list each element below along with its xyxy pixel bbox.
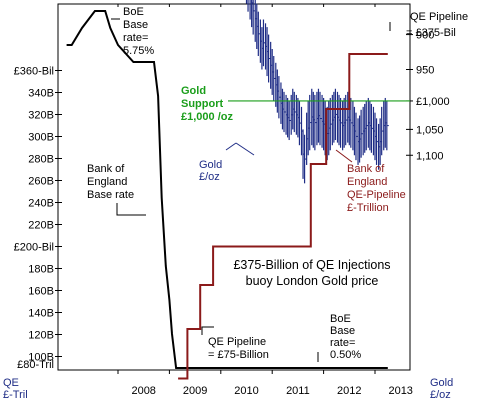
boe-rate-mid-label-line-1: Bank of xyxy=(87,163,125,175)
left-tick-label: 160B xyxy=(28,286,54,298)
right-tick-label: 900 xyxy=(416,30,434,42)
boe-base-rate-line xyxy=(66,10,388,369)
left-floor-label: £80-Tril xyxy=(17,359,54,371)
plot-frame xyxy=(57,3,411,371)
qe-pipeline-line xyxy=(178,53,388,380)
right-tick-label: 850 xyxy=(416,0,434,3)
left-tick-label: £360-Bil xyxy=(14,66,54,78)
boe-rate-bottom-label-line-2: Base xyxy=(330,325,355,337)
boe-rate-bottom-label-line-4: 0.50% xyxy=(330,349,361,361)
left-tick-label: 140B xyxy=(28,308,54,320)
gold-series-label-line-1: Gold xyxy=(199,159,222,171)
qe-pipeline-bottom-label-line-2: = £75-Billion xyxy=(208,349,269,361)
qe-pipeline-mid-label-line-3: QE-Pipeline xyxy=(347,189,406,201)
left-tick-label: 180B xyxy=(28,264,54,276)
gold-series-leader xyxy=(225,142,237,151)
boe-rate-mid-leader xyxy=(116,203,146,216)
x-tick-label: 2012 xyxy=(337,385,361,397)
gold-series-leader-2 xyxy=(235,142,255,156)
x-tick-label: 2009 xyxy=(183,385,207,397)
left-tick-label: 100B xyxy=(28,352,54,364)
left-tick-label: 120B xyxy=(28,330,54,342)
left-tick-label: £200-Bil xyxy=(14,242,54,254)
qe-pipeline-top-label-2: = £375-Bil xyxy=(406,27,456,39)
x-tick-label: 2010 xyxy=(234,385,258,397)
x-tick-label: 2008 xyxy=(131,385,155,397)
boe-rate-bottom-label-line-1: BoE xyxy=(330,313,351,325)
qe-pipeline-mid-label-line-4: £-Trillion xyxy=(347,202,389,214)
chart-title-line-2: buoy London Gold price xyxy=(246,274,379,288)
left-tick-label: 340B xyxy=(28,88,54,100)
right-tick-label: 1,050 xyxy=(416,124,444,136)
right-axis-label-line-1: Gold xyxy=(430,377,453,389)
gold-support-label-line-2: Support xyxy=(181,98,223,110)
x-tick-label: 2013 xyxy=(388,385,412,397)
gold-support-label-line-1: Gold xyxy=(181,85,206,97)
left-tick-label: 220B xyxy=(28,220,54,232)
boe-rate-top-label-line-3: rate= xyxy=(123,32,148,44)
qe-pipeline-bottom-label-line-1: QE Pipeline xyxy=(208,336,266,348)
axes: 100B 120B 140B 160B 180B £200-Bil 220B 240B 260B… xyxy=(3,0,453,401)
left-axis-label-line-2: £-Tril xyxy=(3,389,28,401)
chart-title-line-1: £375-Billion of QE Injections xyxy=(233,258,390,272)
qe-pipeline-bottom-leader xyxy=(201,326,214,335)
left-tick-label: 280B xyxy=(28,154,54,166)
qe-pipeline-mid-label-line-2: England xyxy=(347,176,387,188)
left-axis-label-line-1: QE xyxy=(3,377,19,389)
right-tick-label: £1,000 xyxy=(416,96,450,108)
gold-series-label-line-2: £/oz xyxy=(199,171,220,183)
boe-rate-bottom-label-line-3: rate= xyxy=(330,337,355,349)
gold-series xyxy=(245,0,389,184)
boe-rate-top-label-line-1: BoE xyxy=(123,6,144,18)
gold-support-value: £1,000 /oz xyxy=(181,111,233,123)
boe-rate-mid-label-line-2: England xyxy=(87,176,127,188)
qe-pipeline-top-label-1: QE Pipeline xyxy=(410,11,468,23)
qe-pipeline-mid-leader xyxy=(335,149,353,163)
left-tick-label: 300B xyxy=(28,132,54,144)
right-tick-label: 950 xyxy=(416,65,434,77)
boe-rate-top-label-line-2: Base xyxy=(123,19,148,31)
left-tick-label: 240B xyxy=(28,198,54,210)
left-tick-label: 320B xyxy=(28,110,54,122)
boe-rate-top-label-line-4: 5.75% xyxy=(123,45,154,57)
x-tick-label: 2011 xyxy=(286,385,310,397)
rate-and-qe-series xyxy=(66,10,388,380)
boe-rate-mid-label-line-3: Base rate xyxy=(87,189,134,201)
right-tick-label: 1,100 xyxy=(416,150,444,162)
right-axis-label-line-2: £/oz xyxy=(430,389,451,401)
left-tick-label: 260B xyxy=(28,176,54,188)
qe-pipeline-mid-label-line-1: Bank of xyxy=(347,163,385,175)
